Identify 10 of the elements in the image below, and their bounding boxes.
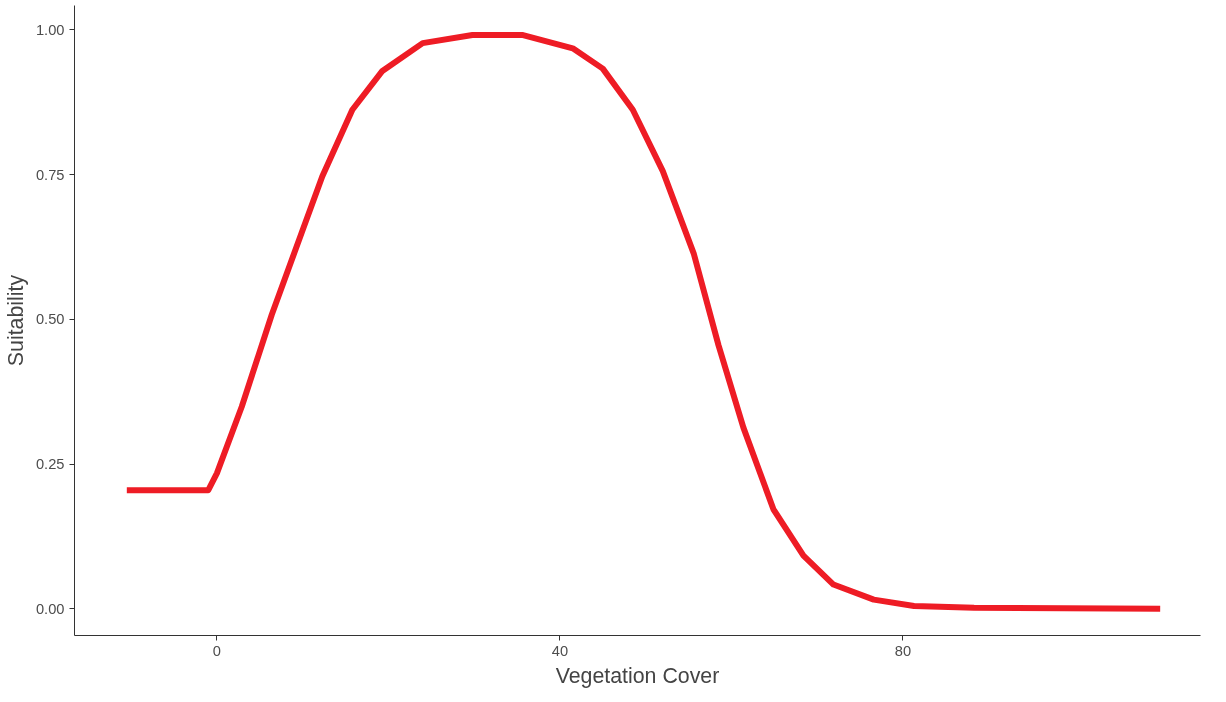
y-tick-label: 1.00	[35, 21, 65, 38]
x-tick-label: 40	[551, 642, 569, 659]
y-tick-label: 0.75	[35, 166, 65, 183]
x-axis-title: Vegetation Cover	[555, 663, 720, 688]
y-axis-title: Suitability	[3, 274, 28, 367]
y-tick-label: 0.00	[35, 600, 65, 617]
y-tick-label: 0.25	[35, 456, 65, 473]
y-tick-label: 0.50	[35, 311, 65, 328]
x-tick-label: 80	[894, 642, 912, 659]
x-tick-label: 0	[212, 642, 221, 659]
